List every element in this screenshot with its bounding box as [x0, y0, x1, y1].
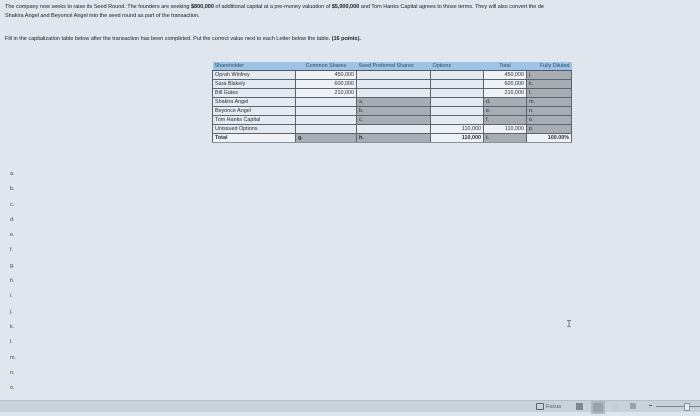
- answer-letter[interactable]: h.: [10, 278, 15, 285]
- instructions-paragraph: The company now seeks to raise its Seed …: [5, 3, 544, 21]
- seed-amount: $800,000: [190, 4, 214, 10]
- header-shareholder: Shareholder: [212, 62, 296, 71]
- table-row: Beyonce Angel b. e. n.: [212, 106, 572, 116]
- status-bar: Focus: [0, 400, 700, 414]
- zoom-out-icon[interactable]: [649, 405, 652, 406]
- header-options: Options: [430, 62, 484, 71]
- pre-money-valuation: $5,000,000: [331, 4, 360, 10]
- header-total: Total: [483, 62, 527, 71]
- table-row: Unissued Options 110,000 110,000 p.: [212, 124, 572, 134]
- table-row: Bill Gates 210,000 210,000 l.: [212, 88, 572, 98]
- instructions-line-1: The company now seeks to raise its Seed …: [5, 4, 544, 10]
- table-row: Shakira Angel a. d. m.: [212, 97, 572, 107]
- focus-icon: [536, 403, 544, 410]
- answer-letter-list: a. b. c. d. e. f. g. h. i. j. k. l. m. n…: [10, 171, 16, 416]
- answer-letter[interactable]: d.: [10, 216, 15, 223]
- task-paragraph: Fill in the capitalization table below a…: [5, 36, 361, 42]
- answer-letter[interactable]: i.: [10, 293, 13, 300]
- total-row: Total g. h. 110,000 i. 100.00%: [212, 133, 572, 143]
- focus-button[interactable]: Focus: [536, 403, 561, 410]
- answer-letter[interactable]: f.: [10, 247, 13, 254]
- answer-letter[interactable]: g.: [10, 262, 15, 269]
- outline-view-icon[interactable]: [630, 403, 636, 409]
- text-cursor-icon: I: [566, 319, 573, 330]
- answer-letter[interactable]: k.: [10, 323, 15, 330]
- print-layout-icon[interactable]: [591, 401, 605, 414]
- header-seed: Seed Preferred Shares: [356, 62, 431, 71]
- answer-letter[interactable]: e.: [10, 232, 15, 239]
- header-row: Shareholder Common Shares Seed Preferred…: [212, 62, 572, 71]
- cap-table: Shareholder Common Shares Seed Preferred…: [212, 62, 572, 143]
- header-common: Common Shares: [295, 62, 357, 71]
- zoom-slider[interactable]: [656, 405, 700, 407]
- answer-letter[interactable]: o.: [10, 385, 15, 392]
- table-row: Sara Blakely 600,000 600,000 k.: [212, 79, 572, 89]
- answer-letter[interactable]: l.: [10, 339, 13, 346]
- answer-letter[interactable]: c.: [10, 201, 15, 208]
- zoom-slider-thumb[interactable]: [684, 403, 690, 411]
- read-mode-icon[interactable]: [576, 403, 583, 410]
- header-fully-diluted: Fully Diluted: [526, 62, 572, 71]
- instructions-line-2: Shakira Angel and Beyoncé Angel into the…: [5, 13, 200, 19]
- answer-letter[interactable]: m.: [10, 354, 16, 361]
- web-layout-icon[interactable]: [612, 403, 619, 410]
- answer-letter[interactable]: j.: [10, 308, 13, 315]
- answer-letter[interactable]: b.: [10, 186, 15, 193]
- answer-letter[interactable]: a.: [10, 171, 15, 177]
- focus-label: Focus: [546, 403, 561, 410]
- document-page: The company now seeks to raise its Seed …: [5, 3, 573, 407]
- table-row: Tom Hanks Capital c. f. o.: [212, 115, 572, 125]
- points-label: (16 points).: [331, 36, 361, 42]
- table-row: Oprah Winfrey 450,000 450,000 j.: [212, 70, 572, 80]
- answer-letter[interactable]: n.: [10, 369, 15, 376]
